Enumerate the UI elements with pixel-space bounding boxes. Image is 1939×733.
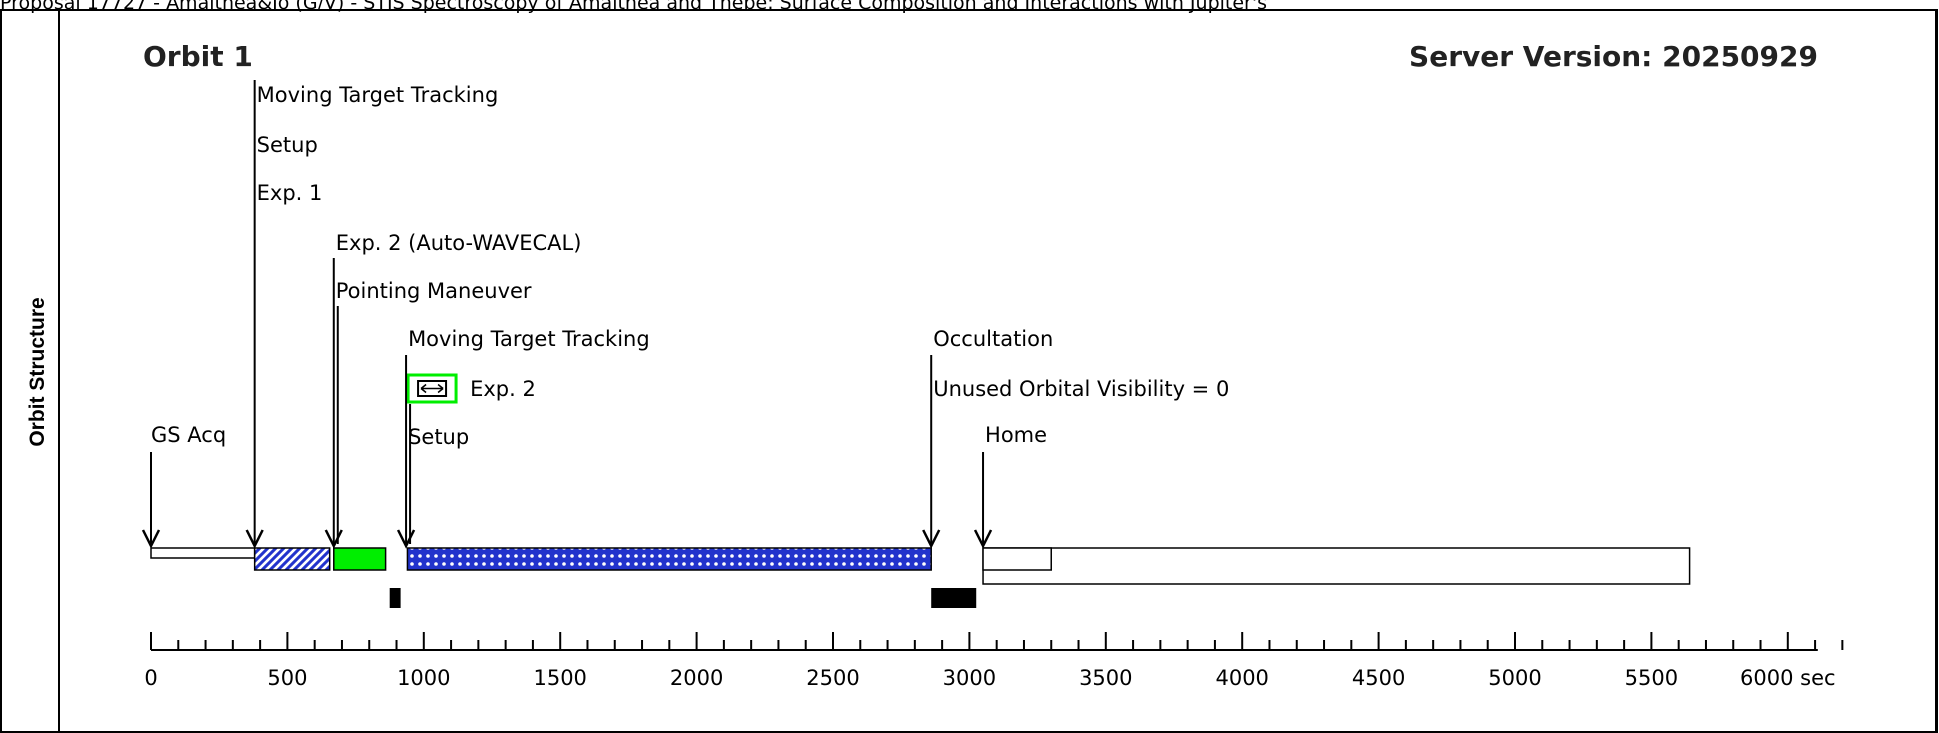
axis-tick-label: 500	[267, 666, 307, 690]
event-label: Moving Target Tracking	[257, 83, 499, 107]
event-arrow	[245, 80, 264, 549]
axis-tick-label: 6000 sec	[1740, 666, 1836, 690]
event-label: Home	[985, 423, 1047, 447]
event-label: Exp. 1	[257, 181, 323, 205]
outer-frame	[0, 9, 1938, 733]
event-label: Pointing Maneuver	[336, 279, 532, 303]
event-label: Unused Orbital Visibility = 0	[933, 377, 1229, 401]
occultation-block	[931, 588, 977, 608]
event-label: Exp. 2	[470, 377, 536, 401]
event-label: Setup	[408, 425, 469, 449]
event-arrow	[141, 452, 161, 549]
segment-setup-1	[253, 547, 331, 571]
axis-tick-label: 5000	[1488, 666, 1541, 690]
event-arrow	[973, 452, 993, 549]
segment-gs-acq	[150, 547, 256, 559]
event-label: Exp. 2 (Auto-WAVECAL)	[336, 231, 582, 255]
pointing-maneuver-block	[389, 588, 401, 608]
segment-orbit-remainder	[982, 547, 1691, 585]
axis-tick-label: 0	[144, 666, 157, 690]
axis-tick-label: 2500	[806, 666, 859, 690]
event-arrow	[396, 355, 416, 549]
orbit-title: Orbit 1	[143, 40, 253, 73]
axis-tick-label: 5500	[1625, 666, 1678, 690]
proposal-header: Proposal 17727 - Amalthea&Io (G/V) - STI…	[0, 0, 1267, 14]
sidebar-label: Orbit Structure	[26, 297, 49, 446]
server-version: Server Version: 20250929	[1409, 40, 1818, 73]
event-label: Occultation	[933, 327, 1053, 351]
axis-tick-label: 3000	[943, 666, 996, 690]
event-label: Moving Target Tracking	[408, 327, 650, 351]
axis-tick-label: 4000	[1215, 666, 1268, 690]
event-arrow	[324, 258, 343, 549]
timeline-layer: GS Acq Moving Target Tracking Setup Exp. 1 E…	[141, 80, 1844, 690]
event-label: Setup	[257, 133, 318, 157]
segment-exp-1	[333, 547, 387, 571]
event-label: GS Acq	[151, 423, 226, 447]
segment-home	[982, 547, 1052, 571]
axis-tick-label: 4500	[1352, 666, 1405, 690]
event-arrow	[922, 355, 941, 549]
resize-horizontal-icon[interactable]	[406, 373, 458, 404]
axis-tick-label: 1500	[533, 666, 586, 690]
segment-exp-2-setup	[406, 547, 932, 571]
axis-tick-label: 2000	[670, 666, 723, 690]
axis-tick-label: 1000	[397, 666, 450, 690]
axis-tick-label: 3500	[1079, 666, 1132, 690]
